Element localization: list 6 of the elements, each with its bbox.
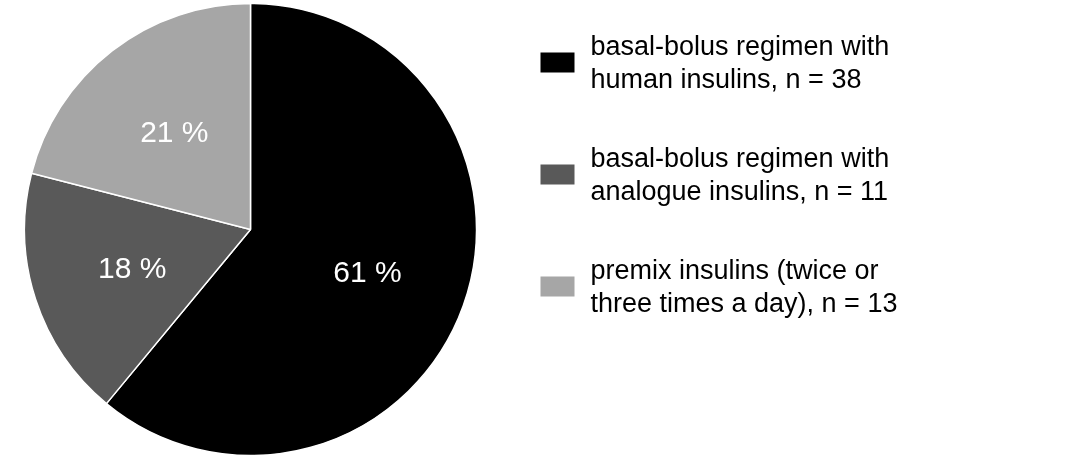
legend-label: premix insulins (twice or three times a day), n = 13 [590,255,898,318]
data-label: 21 % [140,114,209,148]
data-label: 18 % [98,251,167,285]
data-label: 61 % [333,255,402,289]
legend-label: basal-bolus regimen with analogue insulins, n = 11 [590,143,890,206]
legend-label: basal-bolus regimen with human insulins, n = 38 [590,31,890,94]
